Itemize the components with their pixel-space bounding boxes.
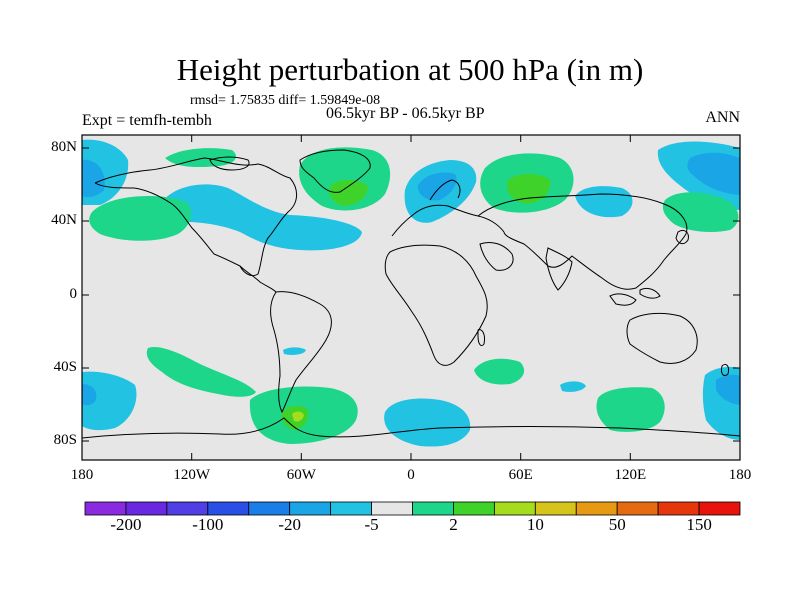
colorbar-label: -200 bbox=[110, 515, 142, 534]
colorbar-swatch bbox=[330, 501, 372, 516]
coast-antarctica bbox=[82, 417, 740, 439]
lon-label-180w: 180 bbox=[70, 467, 94, 483]
coast-europe bbox=[391, 204, 505, 237]
neg-region-spacific bbox=[82, 371, 137, 431]
lat-label-80n: 80N bbox=[51, 139, 77, 155]
pos-region-sam-band bbox=[146, 346, 256, 397]
colorbar-swatch bbox=[371, 501, 413, 516]
coast-scandinavia bbox=[429, 179, 461, 201]
pos-region-sindian bbox=[474, 358, 525, 385]
colorbar-swatch bbox=[657, 501, 700, 516]
neg-region-satlantic bbox=[384, 398, 471, 447]
colorbar bbox=[84, 501, 741, 516]
neg-region-np-left-core bbox=[82, 159, 105, 198]
colorbar-label: 50 bbox=[608, 515, 626, 534]
coast-madagascar bbox=[477, 329, 485, 347]
colorbar-swatch bbox=[166, 501, 209, 516]
neg-region-np-right-core bbox=[687, 152, 740, 195]
lon-label-120e: 120E bbox=[614, 467, 647, 483]
colorbar-swatch bbox=[698, 501, 741, 516]
coast-india bbox=[545, 247, 573, 291]
lat-label-40s: 40S bbox=[53, 359, 77, 375]
experiment-label: Expt = temfh-tembh bbox=[82, 112, 212, 129]
colorbar-label: 150 bbox=[686, 515, 712, 534]
coast-africa bbox=[384, 244, 488, 366]
lat-ticks bbox=[82, 147, 740, 442]
coastlines bbox=[82, 149, 740, 439]
neg-region-spacific-core bbox=[82, 384, 97, 406]
coast-arctic-islands bbox=[209, 156, 250, 171]
pos-region-greenland bbox=[299, 147, 391, 211]
lon-label-60w: 60W bbox=[286, 467, 316, 483]
colorbar-swatch bbox=[207, 501, 250, 516]
lon-label-180e: 180 bbox=[728, 467, 752, 483]
colorbar-swatch bbox=[534, 501, 577, 516]
season-label: ANN bbox=[705, 109, 740, 126]
plot-title: Height perturbation at 500 hPa (in m) bbox=[176, 52, 644, 87]
neg-region-indian-small bbox=[560, 381, 586, 392]
period-label: 06.5kyr BP - 06.5kyr BP bbox=[326, 105, 485, 122]
colorbar-label: -20 bbox=[278, 515, 302, 534]
pos-region-russia-core bbox=[507, 174, 551, 204]
pos-region-pacific-right bbox=[662, 192, 739, 232]
pos-region-southern-ocean bbox=[596, 387, 665, 432]
colorbar-swatch bbox=[248, 501, 291, 516]
coast-new-zealand bbox=[721, 363, 729, 377]
lon-label-120w: 120W bbox=[173, 467, 211, 483]
coast-greenland bbox=[299, 149, 371, 193]
pos-region-arctic-strip bbox=[165, 148, 236, 168]
lat-label-0: 0 bbox=[69, 286, 78, 302]
pos-region-greenland-core bbox=[329, 180, 368, 206]
colorbar-swatch bbox=[289, 501, 332, 516]
coast-se-asia-islands bbox=[609, 287, 661, 306]
lat-label-40n: 40N bbox=[51, 212, 77, 228]
colorbar-swatch bbox=[412, 501, 454, 516]
coast-japan bbox=[675, 229, 689, 245]
colorbar-swatch bbox=[493, 501, 536, 516]
coast-north-america bbox=[94, 157, 297, 277]
neg-region-spacific-right-core bbox=[716, 374, 740, 405]
neg-region-asia bbox=[575, 186, 633, 218]
coast-australia bbox=[626, 312, 698, 364]
colorbar-swatch bbox=[84, 501, 127, 516]
lon-ticks bbox=[191, 135, 631, 460]
colorbar-label: -5 bbox=[364, 515, 379, 534]
lat-label-80s: 80S bbox=[53, 432, 77, 448]
pos-region-antarctic-pen-peak bbox=[292, 411, 304, 422]
colorbar-swatch bbox=[575, 501, 618, 516]
stats-line: rmsd= 1.75835 diff= 1.59849e-08 bbox=[190, 93, 381, 108]
lon-label-0: 0 bbox=[407, 467, 415, 483]
neg-region-namerica bbox=[159, 184, 362, 251]
pos-region-npacific bbox=[89, 196, 192, 241]
coast-central-america bbox=[239, 265, 277, 293]
coast-arabia bbox=[479, 241, 514, 271]
colorbar-label: 2 bbox=[449, 515, 458, 534]
neg-region-europe-core bbox=[417, 172, 457, 201]
colorbar-label: -100 bbox=[192, 515, 224, 534]
neg-region-sam-small bbox=[283, 347, 306, 355]
colorbar-label: 10 bbox=[526, 515, 544, 534]
colorbar-swatch bbox=[453, 501, 495, 516]
colorbar-swatch bbox=[616, 501, 659, 516]
coast-south-america bbox=[270, 291, 332, 414]
contour-fills bbox=[82, 139, 740, 447]
lon-label-60e: 60E bbox=[508, 467, 533, 483]
colorbar-swatch bbox=[125, 501, 168, 516]
